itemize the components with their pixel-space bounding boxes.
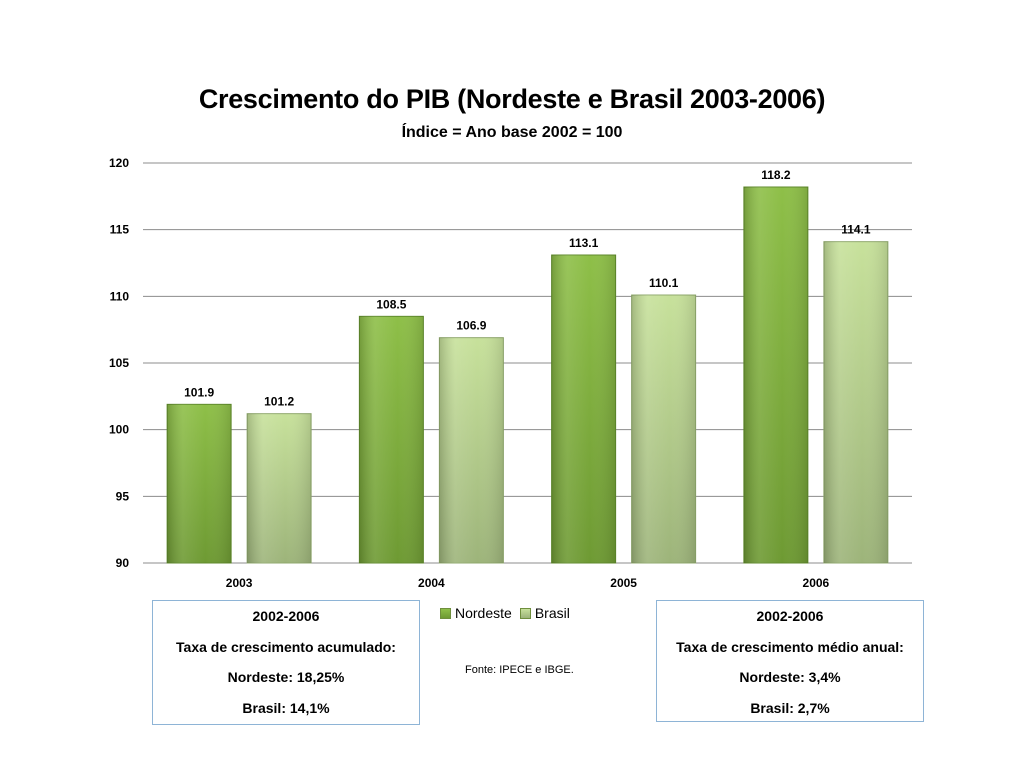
labels: 90 95 100 105 110 115 120 101.9 101.2 2003 108.5 10… xyxy=(109,156,871,590)
bar-sheen xyxy=(823,241,888,563)
data-label: 110.1 xyxy=(649,276,679,290)
summary-brasil: Brasil: 2,7% xyxy=(750,699,830,716)
y-tick-label: 115 xyxy=(110,223,130,237)
summary-brasil: Brasil: 14,1% xyxy=(242,699,330,716)
data-label: 106.9 xyxy=(456,319,486,333)
legend-label-brasil: Brasil xyxy=(534,605,570,621)
bar-sheen xyxy=(359,316,424,563)
legend-item-brasil: Brasil xyxy=(519,605,570,621)
summary-heading: Taxa de crescimento acumulado: xyxy=(176,638,396,655)
bar-chart: 90 95 100 105 110 115 120 101.9 101.2 2003 108.5 10… xyxy=(109,156,912,590)
summary-heading: Taxa de crescimento médio anual: xyxy=(676,638,904,655)
legend-item-nordeste: Nordeste xyxy=(440,605,512,621)
y-tick-label: 120 xyxy=(109,156,129,170)
data-label: 108.5 xyxy=(376,297,406,311)
x-tick-label: 2003 xyxy=(226,576,253,590)
legend-label-nordeste: Nordeste xyxy=(455,605,512,621)
data-label: 101.2 xyxy=(264,395,294,409)
x-tick-label: 2006 xyxy=(803,576,830,590)
chart-title: Crescimento do PIB (Nordeste e Brasil 20… xyxy=(198,84,826,114)
data-label: 114.1 xyxy=(841,223,871,237)
summary-box-annual: 2002-2006 Taxa de crescimento médio anua… xyxy=(656,600,924,722)
bar-sheen xyxy=(631,295,696,563)
chart-subtitle: Índice = Ano base 2002 = 100 xyxy=(401,124,623,141)
x-tick-label: 2004 xyxy=(418,576,445,590)
summary-period: 2002-2006 xyxy=(252,608,320,624)
bar-sheen xyxy=(247,413,312,563)
chart-legend: Nordeste Brasil xyxy=(440,605,578,621)
legend-swatch-nordeste xyxy=(440,607,451,619)
legend-swatch-brasil xyxy=(519,607,531,619)
summary-box-accumulated: 2002-2006 Taxa de crescimento acumulado:… xyxy=(152,600,420,725)
bars xyxy=(166,186,889,564)
summary-nordeste: Nordeste: 3,4% xyxy=(739,669,841,685)
summary-period: 2002-2006 xyxy=(756,608,824,624)
summary-nordeste: Nordeste: 18,25% xyxy=(227,669,345,685)
y-tick-label: 90 xyxy=(116,556,130,570)
y-tick-label: 100 xyxy=(109,423,129,437)
data-label: 101.9 xyxy=(184,385,214,399)
source-note: Fonte: IPECE e IBGE. xyxy=(465,664,574,676)
y-tick-label: 110 xyxy=(110,289,130,303)
bar-sheen xyxy=(439,337,504,563)
data-label: 118.2 xyxy=(761,168,791,182)
bar-sheen xyxy=(167,404,232,563)
y-tick-label: 95 xyxy=(116,489,130,503)
bar-sheen xyxy=(743,187,808,563)
x-tick-label: 2005 xyxy=(610,576,637,590)
bar-sheen xyxy=(551,255,616,563)
y-tick-label: 105 xyxy=(109,356,129,370)
data-label: 113.1 xyxy=(569,236,599,250)
